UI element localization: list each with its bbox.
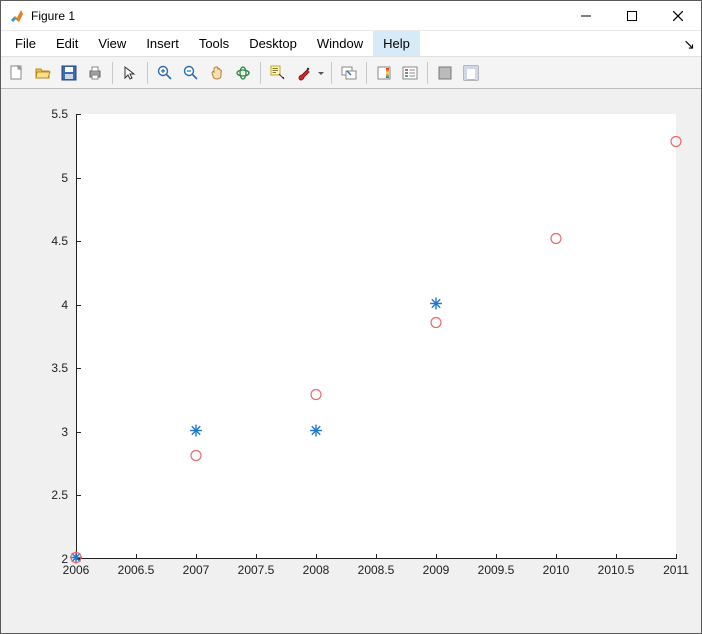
ytick-mark	[76, 178, 81, 179]
toolbar-separator	[112, 62, 113, 84]
legend-icon[interactable]	[398, 61, 422, 85]
ytick-mark	[76, 495, 81, 496]
brush-dropdown[interactable]	[318, 65, 326, 81]
pointer-icon[interactable]	[118, 61, 142, 85]
menu-desktop[interactable]: Desktop	[239, 31, 307, 56]
data-point	[308, 422, 324, 441]
menubar: FileEditViewInsertToolsDesktopWindowHelp…	[1, 31, 701, 57]
xtick-mark	[136, 554, 137, 559]
print-icon[interactable]	[83, 61, 107, 85]
rotate-3d-icon[interactable]	[231, 61, 255, 85]
data-point	[188, 422, 204, 441]
ytick-label: 4.5	[51, 234, 68, 248]
open-icon[interactable]	[31, 61, 55, 85]
axes[interactable]	[76, 114, 676, 559]
xtick-label: 2007	[183, 563, 210, 577]
dock-arrow-icon[interactable]: ↘	[683, 31, 695, 57]
ytick-mark	[76, 368, 81, 369]
ytick-label: 3	[61, 425, 68, 439]
xtick-label: 2010.5	[598, 563, 635, 577]
save-icon[interactable]	[57, 61, 81, 85]
ytick-label: 4	[61, 298, 68, 312]
minimize-button[interactable]	[563, 1, 609, 31]
menu-edit[interactable]: Edit	[46, 31, 88, 56]
pan-icon[interactable]	[205, 61, 229, 85]
xtick-mark	[556, 554, 557, 559]
zoom-in-icon[interactable]	[153, 61, 177, 85]
maximize-button[interactable]	[609, 1, 655, 31]
data-point	[429, 315, 443, 332]
ytick-label: 5.5	[51, 107, 68, 121]
hide-plot-tools-icon[interactable]	[433, 61, 457, 85]
xtick-mark	[436, 554, 437, 559]
xtick-mark	[496, 554, 497, 559]
xtick-label: 2009	[423, 563, 450, 577]
ytick-label: 2	[61, 552, 68, 566]
ytick-label: 3.5	[51, 361, 68, 375]
brush-icon[interactable]	[292, 61, 316, 85]
zoom-out-icon[interactable]	[179, 61, 203, 85]
xtick-mark	[196, 554, 197, 559]
toolbar-separator	[260, 62, 261, 84]
figure-area: 20062006.520072007.520082008.520092009.5…	[1, 89, 701, 633]
show-plot-tools-icon[interactable]	[459, 61, 483, 85]
xtick-label: 2006.5	[118, 563, 155, 577]
data-point	[428, 295, 444, 314]
xtick-label: 2009.5	[478, 563, 515, 577]
link-icon[interactable]	[337, 61, 361, 85]
colorbar-icon[interactable]	[372, 61, 396, 85]
ytick-mark	[76, 241, 81, 242]
data-point	[309, 388, 323, 405]
xtick-mark	[676, 554, 677, 559]
close-button[interactable]	[655, 1, 701, 31]
menu-help[interactable]: Help	[373, 31, 420, 56]
data-point	[669, 135, 683, 152]
menu-view[interactable]: View	[88, 31, 136, 56]
xtick-label: 2008	[303, 563, 330, 577]
window-title: Figure 1	[31, 9, 75, 23]
toolbar-separator	[427, 62, 428, 84]
toolbar-separator	[366, 62, 367, 84]
data-point	[69, 551, 83, 568]
toolbar-separator	[331, 62, 332, 84]
xtick-mark	[616, 554, 617, 559]
menu-insert[interactable]: Insert	[136, 31, 189, 56]
xtick-mark	[256, 554, 257, 559]
menu-window[interactable]: Window	[307, 31, 373, 56]
matlab-icon	[9, 8, 25, 24]
ytick-label: 2.5	[51, 488, 68, 502]
titlebar: Figure 1	[1, 1, 701, 31]
ytick-mark	[76, 305, 81, 306]
xtick-label: 2007.5	[238, 563, 275, 577]
new-figure-icon[interactable]	[5, 61, 29, 85]
data-point	[549, 231, 563, 248]
data-point	[189, 449, 203, 466]
xtick-mark	[316, 554, 317, 559]
xtick-label: 2008.5	[358, 563, 395, 577]
plot-frame: 20062006.520072007.520082008.520092009.5…	[11, 99, 691, 623]
toolbar-separator	[147, 62, 148, 84]
menu-file[interactable]: File	[5, 31, 46, 56]
ytick-mark	[76, 114, 81, 115]
xtick-label: 2011	[663, 563, 689, 577]
xtick-label: 2010	[543, 563, 570, 577]
ytick-mark	[76, 432, 81, 433]
data-cursor-icon[interactable]	[266, 61, 290, 85]
ytick-label: 5	[61, 171, 68, 185]
toolbar	[1, 57, 701, 89]
xtick-mark	[376, 554, 377, 559]
menu-tools[interactable]: Tools	[189, 31, 239, 56]
